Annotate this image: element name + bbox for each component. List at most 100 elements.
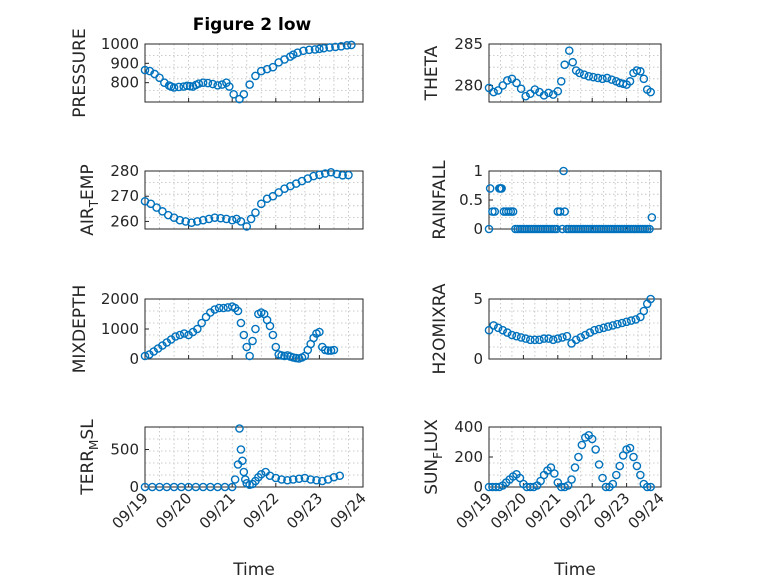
data-point bbox=[498, 81, 508, 90]
data-point bbox=[335, 471, 345, 481]
data-point bbox=[562, 331, 572, 341]
data-point bbox=[277, 475, 286, 484]
data-point bbox=[315, 327, 324, 337]
data-point bbox=[602, 73, 612, 83]
data-point bbox=[613, 319, 622, 329]
data-point bbox=[553, 86, 563, 96]
data-point bbox=[315, 44, 324, 54]
data-point bbox=[645, 224, 654, 234]
data-point bbox=[299, 46, 308, 56]
x-axis-label: Time bbox=[232, 560, 275, 580]
y-tick-label: 500 bbox=[110, 441, 139, 459]
x-tick-label: 09/20 bbox=[487, 489, 530, 532]
data-point bbox=[560, 207, 569, 216]
data-point bbox=[497, 184, 506, 193]
plot-area bbox=[488, 298, 662, 360]
data-point bbox=[558, 333, 567, 342]
data-point bbox=[245, 80, 254, 89]
data-point bbox=[179, 82, 188, 91]
data-point bbox=[319, 43, 329, 53]
data-point bbox=[155, 73, 164, 83]
data-point bbox=[611, 470, 621, 480]
data-point bbox=[198, 215, 208, 225]
data-point bbox=[268, 330, 278, 340]
data-point bbox=[598, 74, 607, 84]
data-point bbox=[599, 323, 608, 333]
y-tick-label: 285 bbox=[454, 35, 483, 53]
y-tick-label: 0.5 bbox=[459, 191, 483, 209]
data-point bbox=[498, 325, 508, 335]
y-axis-label: THETA bbox=[422, 45, 442, 101]
data-point bbox=[179, 329, 189, 338]
data-point bbox=[625, 76, 635, 86]
data-point bbox=[570, 463, 580, 472]
data-point bbox=[576, 333, 586, 342]
subplot-theta: 280 285 THETA bbox=[422, 35, 662, 103]
data-point bbox=[636, 67, 645, 76]
y-axis-label: MIXDEPTH bbox=[70, 285, 90, 374]
data-point bbox=[224, 82, 234, 91]
data-point bbox=[181, 217, 190, 226]
data-point bbox=[320, 169, 330, 178]
y-tick-label: 0 bbox=[473, 350, 483, 368]
data-point bbox=[530, 85, 540, 94]
data-point bbox=[214, 303, 224, 313]
data-point bbox=[288, 475, 298, 484]
y-tick-label: 280 bbox=[110, 162, 139, 180]
data-point bbox=[204, 214, 214, 224]
data-point bbox=[210, 305, 220, 314]
data-point bbox=[639, 306, 649, 316]
x-tick-label: 09/22 bbox=[556, 489, 599, 532]
data-point bbox=[187, 218, 196, 227]
y-tick-label: 1 bbox=[473, 162, 483, 180]
data-point bbox=[291, 353, 301, 363]
data-point bbox=[213, 81, 222, 90]
data-point bbox=[589, 72, 598, 82]
data-point bbox=[185, 81, 195, 91]
data-point bbox=[293, 48, 302, 58]
data-point bbox=[171, 332, 180, 341]
data-point bbox=[304, 45, 314, 55]
y-axis-label: RAINFALL bbox=[430, 160, 450, 240]
data-point bbox=[647, 213, 657, 222]
data-point bbox=[342, 41, 352, 50]
data-point bbox=[550, 469, 559, 478]
y-tick-label: 5 bbox=[473, 290, 483, 308]
data-point bbox=[567, 475, 576, 484]
data-point bbox=[271, 342, 281, 352]
data-point bbox=[197, 318, 206, 328]
data-point bbox=[575, 68, 584, 78]
data-point bbox=[230, 475, 240, 484]
data-point bbox=[229, 89, 238, 99]
data-point bbox=[203, 78, 213, 88]
y-axis-label: AIRTEMP bbox=[78, 164, 101, 235]
data-point bbox=[329, 472, 339, 482]
data-point bbox=[632, 461, 642, 471]
data-point bbox=[256, 469, 266, 479]
data-point bbox=[622, 317, 631, 327]
data-point bbox=[251, 324, 260, 334]
x-tick-label: 09/22 bbox=[239, 489, 282, 532]
y-tick-label: 200 bbox=[454, 448, 483, 466]
data-point bbox=[251, 71, 260, 81]
y-tick-label: 260 bbox=[110, 212, 139, 230]
data-point bbox=[615, 461, 625, 471]
x-axis-label: Time bbox=[553, 560, 596, 580]
data-point bbox=[227, 215, 237, 225]
y-tick-label: 280 bbox=[454, 76, 483, 94]
data-point bbox=[306, 475, 315, 484]
data-point bbox=[274, 188, 284, 197]
data-point bbox=[271, 473, 281, 483]
x-tick-label: 09/21 bbox=[521, 489, 564, 532]
figure-title: Figure 2 low bbox=[193, 15, 312, 35]
data-point bbox=[556, 76, 566, 86]
data-point bbox=[553, 334, 563, 343]
data-point bbox=[559, 166, 568, 176]
data-point bbox=[194, 79, 204, 88]
data-point bbox=[598, 473, 607, 483]
data-point bbox=[268, 191, 278, 201]
data-point bbox=[585, 328, 595, 337]
